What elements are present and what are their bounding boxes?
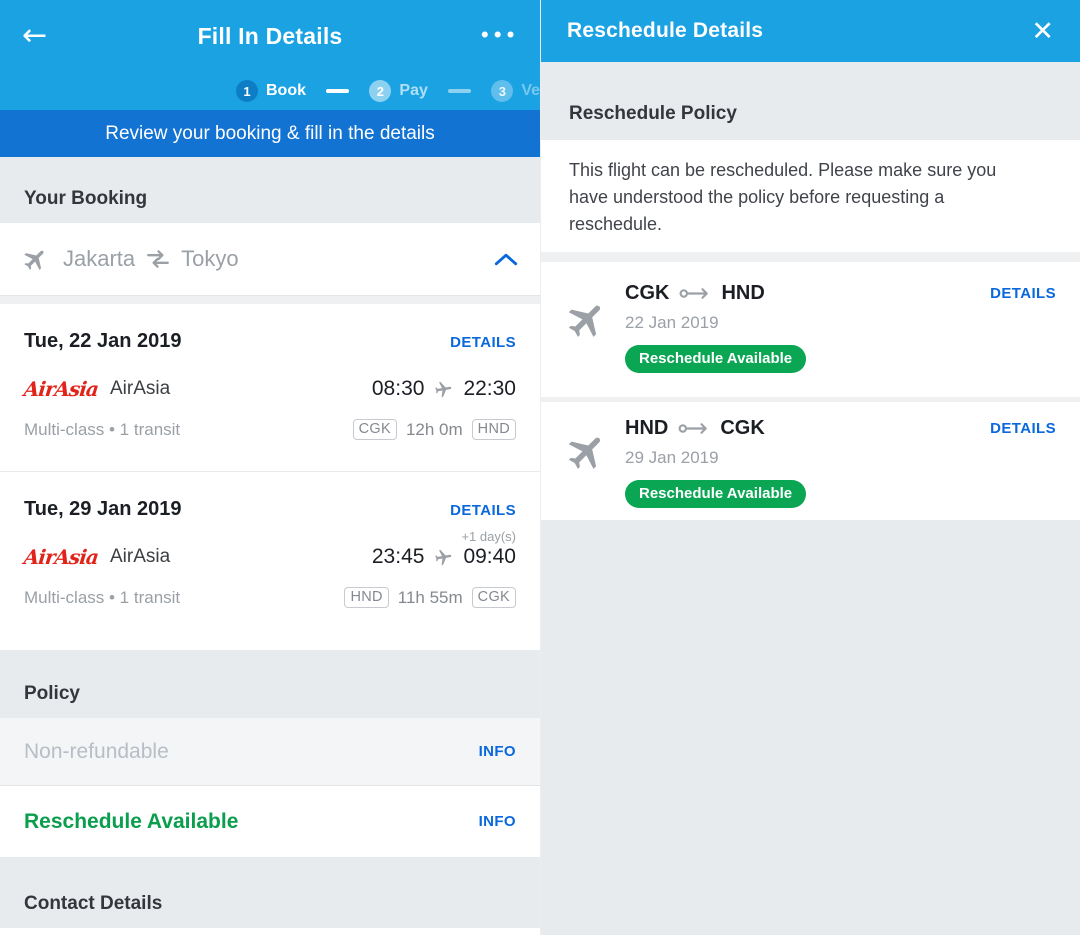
divider [541, 397, 1080, 402]
flight-duration: 11h 55m [397, 587, 463, 607]
round-trip-icon [147, 250, 170, 268]
policy-heading: Policy [0, 650, 540, 718]
airasia-logo: AirAsia [22, 377, 100, 401]
departure-time: 08:30 [371, 377, 425, 400]
step-divider [447, 89, 472, 93]
plus-days-label: +1 day(s) [461, 529, 516, 544]
refund-policy-row[interactable]: Non-refundable INFO [0, 718, 540, 786]
reschedule-policy-label: Reschedule Available [24, 809, 239, 833]
segment-details-link[interactable]: DETAILS [990, 285, 1056, 302]
destination-airport-code: CGK [471, 587, 516, 608]
segment-route: CGK HND [625, 282, 765, 305]
destination-airport-code: HND [721, 282, 765, 304]
reschedule-policy-row[interactable]: Reschedule Available INFO [0, 786, 540, 857]
reschedule-available-badge: Reschedule Available [625, 345, 807, 373]
step-book: 1 Book [236, 80, 306, 102]
plane-icon [435, 381, 452, 397]
airline-name: AirAsia [110, 546, 171, 567]
reschedule-policy-text: This flight can be rescheduled. Please m… [541, 140, 1080, 252]
segment-date: 22 Jan 2019 [625, 313, 719, 332]
reschedule-details-modal: Reschedule Details ✕ Reschedule Policy T… [540, 0, 1080, 935]
route-text: Jakarta Tokyo [63, 246, 239, 272]
flight-date: Tue, 22 Jan 2019 [24, 330, 182, 352]
flight-details-link[interactable]: DETAILS [450, 334, 516, 351]
cabin-transit-info: Multi-class • 1 transit [24, 587, 181, 607]
overflow-menu-icon[interactable]: ••• [479, 26, 518, 46]
route-summary-row[interactable]: Jakarta Tokyo [0, 223, 540, 296]
progress-stepper: 1 Book 2 Pay 3 Ve [0, 72, 540, 110]
arrival-time: 09:40 [463, 545, 516, 568]
booking-screen: ← Fill In Details ••• 1 Book 2 Pay 3 Ve … [0, 0, 540, 935]
cabin-transit-info: Multi-class • 1 transit [24, 419, 181, 439]
refund-info-link[interactable]: INFO [478, 743, 516, 760]
step-label: Ve [521, 82, 540, 99]
leg-summary: CGK 12h 0m HND [352, 419, 516, 440]
plane-icon [568, 305, 601, 337]
plane-icon [24, 250, 44, 270]
airline-info: AirAsia AirAsia [22, 545, 171, 569]
app-header: ← Fill In Details ••• 1 Book 2 Pay 3 Ve [0, 0, 540, 110]
segment-date: 29 Jan 2019 [625, 448, 719, 467]
segment-route: HND CGK [625, 417, 765, 440]
step-three: 3 Ve [491, 80, 540, 102]
airline-info: AirAsia AirAsia [22, 377, 171, 401]
segment-details-link[interactable]: DETAILS [990, 420, 1056, 437]
origin-airport-code: CGK [625, 282, 670, 304]
back-icon[interactable]: ← [22, 18, 48, 53]
reschedule-policy-heading: Reschedule Policy [541, 62, 1080, 140]
divider [541, 252, 1080, 262]
modal-header: Reschedule Details ✕ [541, 0, 1080, 62]
reschedule-available-badge: Reschedule Available [625, 480, 807, 508]
route-origin-city: Jakarta [63, 246, 136, 271]
plane-icon [568, 437, 601, 469]
contact-section-top [0, 928, 540, 935]
arrival-time: 22:30 [463, 377, 516, 400]
top-bar: ← Fill In Details ••• [0, 0, 540, 72]
flight-duration: 12h 0m [405, 419, 463, 439]
step-pay: 2 Pay [369, 80, 428, 102]
flight-details-link[interactable]: DETAILS [450, 502, 516, 519]
step-label: Pay [399, 82, 428, 99]
flight-card-return: Tue, 29 Jan 2019 DETAILS AirAsia AirAsia… [0, 472, 540, 650]
page-title: Fill In Details [197, 22, 343, 49]
step-label: Book [266, 82, 306, 99]
step-number: 2 [369, 80, 392, 102]
airasia-logo: AirAsia [22, 545, 100, 569]
route-destination-city: Tokyo [181, 246, 239, 271]
modal-title: Reschedule Details [567, 19, 764, 42]
review-banner: Review your booking & fill in the detail… [0, 110, 540, 157]
close-icon[interactable]: ✕ [1031, 15, 1054, 47]
flight-times: +1 day(s) 23:45 09:40 [371, 529, 516, 569]
your-booking-heading: Your Booking [0, 157, 540, 223]
flight-card-depart: Tue, 22 Jan 2019 DETAILS AirAsia AirAsia… [0, 304, 540, 472]
plane-icon [435, 549, 452, 565]
one-way-arrow-icon [679, 288, 709, 299]
one-way-arrow-icon [678, 423, 708, 434]
departure-time: 23:45 [371, 545, 425, 568]
modal-background [541, 520, 1080, 935]
origin-airport-code: CGK [352, 419, 397, 440]
step-number: 3 [491, 80, 514, 102]
reschedule-info-link[interactable]: INFO [478, 813, 516, 830]
chevron-up-icon[interactable] [494, 253, 518, 266]
destination-airport-code: HND [471, 419, 516, 440]
reschedule-segment-card: HND CGK DETAILS 29 Jan 2019 Reschedule A… [541, 402, 1080, 520]
airline-name: AirAsia [110, 378, 171, 399]
contact-details-heading: Contact Details [0, 857, 540, 928]
destination-airport-code: CGK [720, 417, 765, 439]
divider [0, 296, 540, 304]
reschedule-segment-card: CGK HND DETAILS 22 Jan 2019 Reschedule A… [541, 262, 1080, 397]
flight-date: Tue, 29 Jan 2019 [24, 498, 182, 520]
flight-times: 08:30 22:30 [372, 377, 516, 401]
origin-airport-code: HND [625, 417, 669, 439]
origin-airport-code: HND [344, 587, 389, 608]
step-divider [326, 89, 350, 93]
step-number: 1 [236, 80, 258, 102]
refund-policy-label: Non-refundable [24, 739, 169, 763]
leg-summary: HND 11h 55m CGK [344, 587, 516, 608]
